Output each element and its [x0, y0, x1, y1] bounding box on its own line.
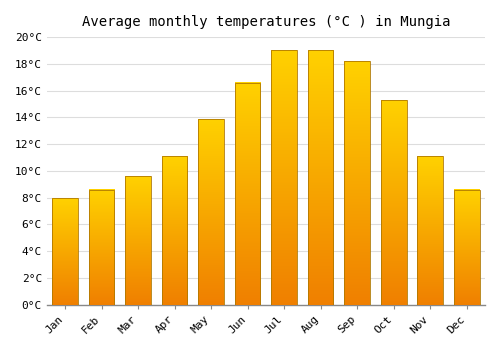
Bar — [308, 50, 334, 304]
Bar — [89, 190, 114, 304]
Bar — [381, 100, 406, 304]
Bar — [418, 156, 443, 304]
Bar — [52, 198, 78, 304]
Bar — [272, 50, 297, 304]
Bar — [235, 83, 260, 304]
Bar — [454, 190, 479, 304]
Bar — [126, 176, 151, 304]
Bar — [162, 156, 188, 304]
Bar — [198, 119, 224, 304]
Title: Average monthly temperatures (°C ) in Mungia: Average monthly temperatures (°C ) in Mu… — [82, 15, 450, 29]
Bar — [344, 61, 370, 304]
